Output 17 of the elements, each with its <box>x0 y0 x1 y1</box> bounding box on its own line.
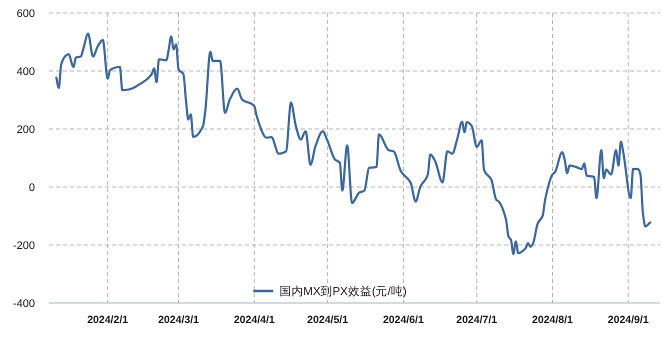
x-tick-label: 2024/2/1 <box>87 314 128 326</box>
x-tick-label: 2024/7/1 <box>456 314 498 326</box>
x-tick-label: 2024/8/1 <box>532 314 574 326</box>
y-tick-label: -200 <box>12 240 35 252</box>
y-tick-label: 0 <box>28 182 35 194</box>
y-tick-label: 400 <box>16 66 35 78</box>
line-series <box>55 32 652 256</box>
y-tick-label: 200 <box>16 124 35 136</box>
y-tick-label: 600 <box>16 8 35 20</box>
y-tick-label: -400 <box>12 298 35 310</box>
x-tick-label: 2024/4/1 <box>234 314 275 326</box>
x-tick-label: 2024/9/1 <box>608 314 649 326</box>
x-tick-label: 2024/3/1 <box>158 314 200 326</box>
legend-label: 国内MX到PX效益(元/吨) <box>279 285 407 298</box>
legend: 国内MX到PX效益(元/吨) <box>253 286 407 298</box>
x-tick-label: 2024/5/1 <box>307 314 348 326</box>
x-tick-label: 2024/6/1 <box>382 314 424 326</box>
